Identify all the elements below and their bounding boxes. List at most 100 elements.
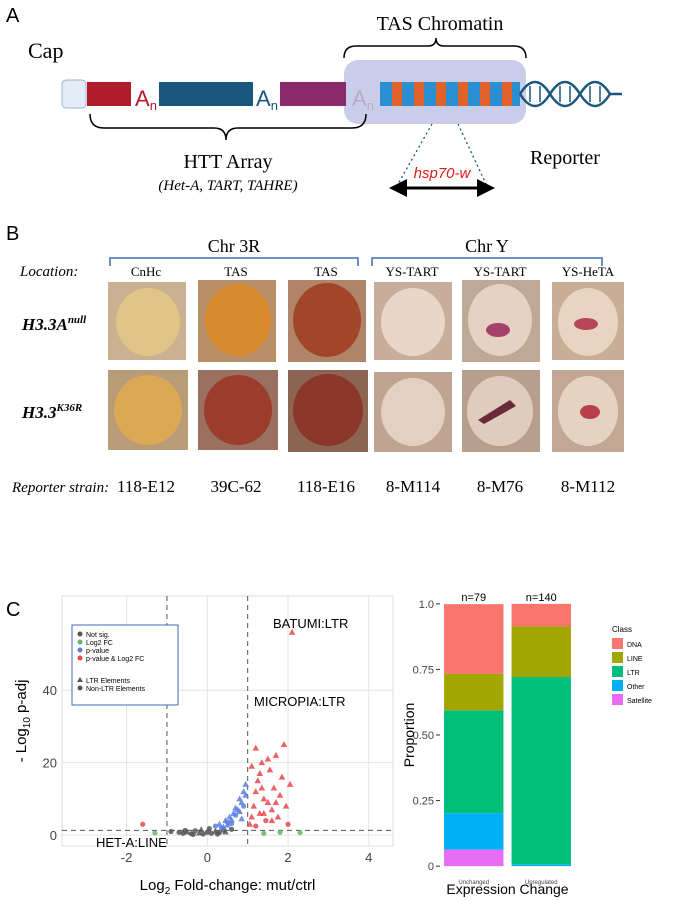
- strains: 118-E12 39C-62 118-E16 8-M114 8-M76 8-M1…: [117, 477, 615, 496]
- htt-red: [87, 82, 131, 106]
- strain: 8-M114: [386, 477, 441, 496]
- axis-title-part: 10: [22, 717, 33, 729]
- panel-letter: A: [6, 5, 20, 27]
- legend-label: LTR Elements: [86, 678, 130, 685]
- group-bracket: [109, 257, 359, 266]
- point: [264, 755, 272, 762]
- point: [208, 830, 214, 836]
- point: [268, 806, 276, 813]
- point: [268, 817, 276, 824]
- axis-title: - Log10 p-adj: [13, 680, 33, 763]
- legend-swatch: [77, 639, 83, 645]
- point: [238, 799, 245, 806]
- legend-swatch: [612, 652, 623, 663]
- y-tick-label: 0: [50, 828, 57, 843]
- location: YS-TART: [473, 264, 526, 279]
- panel-a: A Cap An An An TAS Chromatin HTT Array (…: [6, 5, 622, 197]
- legend-label: DNA: [627, 642, 642, 649]
- point: [270, 784, 278, 791]
- point: [253, 823, 259, 829]
- stacked-bar-chart: 0 0.25 0.50 0.75 1.0 n=79 Unchanged n=140 Upregu…: [401, 592, 652, 897]
- point: [272, 799, 280, 806]
- point: [236, 808, 243, 815]
- point: [228, 816, 235, 823]
- point: [261, 830, 267, 836]
- x-tick-label: Upregulated: [525, 880, 558, 886]
- legend-swatch: [77, 677, 83, 682]
- location: CnHc: [131, 264, 162, 279]
- htt-brace: [89, 113, 367, 141]
- bar-segment: [444, 604, 504, 674]
- bar-segment: [511, 603, 571, 627]
- an-label: An: [352, 86, 374, 113]
- row-label: H3.3K36R: [21, 402, 82, 422]
- point: [276, 791, 284, 798]
- legend-swatch: [77, 685, 83, 691]
- legend-label: Other: [627, 684, 645, 691]
- point: [224, 821, 231, 828]
- point: [242, 791, 249, 798]
- group-label: Chr 3R: [208, 236, 261, 256]
- zoom-lines: [397, 123, 487, 185]
- htt-blue: [159, 82, 253, 106]
- legend-label: LINE: [627, 656, 643, 663]
- axis-title-part: Log: [140, 877, 165, 894]
- point: [228, 826, 235, 832]
- y-tick-label: 0.75: [413, 664, 434, 676]
- legend-swatch: [77, 647, 83, 653]
- point: [254, 777, 262, 784]
- bar-label: n=79: [461, 592, 486, 604]
- an-label: An: [135, 86, 157, 113]
- bar-segment: [444, 673, 504, 711]
- tas-brace: [343, 37, 527, 59]
- dna-helix: [518, 80, 622, 108]
- annotation: BATUMI:LTR: [273, 616, 348, 631]
- reporter-label: Reporter: [530, 147, 600, 169]
- strain: 39C-62: [211, 477, 262, 496]
- point: [236, 795, 243, 802]
- point: [248, 762, 256, 769]
- bar-label: n=140: [526, 592, 557, 604]
- y-tick-label: 20: [43, 756, 57, 771]
- point: [282, 802, 290, 809]
- location: YS-TART: [385, 264, 438, 279]
- point: [168, 828, 174, 835]
- bar-segment: [511, 864, 571, 867]
- legend-swatch: [612, 694, 623, 705]
- panel-letter: C: [6, 599, 20, 621]
- point: [266, 766, 274, 773]
- point: [152, 830, 158, 836]
- location: YS-HeTA: [562, 264, 615, 279]
- strain: 118-E12: [117, 477, 175, 496]
- legend-box: [71, 624, 179, 706]
- annotation: MICROPIA:LTR: [254, 694, 346, 709]
- point: [176, 829, 182, 835]
- an-label: An: [256, 86, 278, 113]
- point: [212, 823, 218, 829]
- point: [182, 827, 188, 834]
- group-label: Chr Y: [465, 236, 509, 256]
- point: [286, 780, 294, 787]
- eye-photos: [108, 280, 624, 452]
- annotation: HET-A:LINE: [96, 835, 167, 850]
- point: [206, 826, 212, 832]
- legend-label: Non-LTR Elements: [86, 686, 146, 693]
- point: [250, 802, 258, 809]
- htt-purple: [280, 82, 346, 106]
- y-tick-label: 0.25: [413, 796, 434, 808]
- point: [218, 825, 225, 831]
- axis-title-part: - Log: [13, 728, 30, 762]
- location-label: Location:: [19, 264, 78, 280]
- x-tick-label: 4: [365, 850, 372, 865]
- htt-label: HTT Array: [183, 151, 272, 173]
- legend-label: LTR: [627, 670, 640, 677]
- point: [272, 751, 280, 758]
- point: [274, 813, 282, 820]
- axis-title-part: 2: [165, 886, 171, 897]
- legend-swatch: [612, 680, 623, 691]
- bar-segment: [444, 710, 504, 814]
- point: [252, 744, 260, 751]
- strain: 118-E16: [297, 477, 355, 496]
